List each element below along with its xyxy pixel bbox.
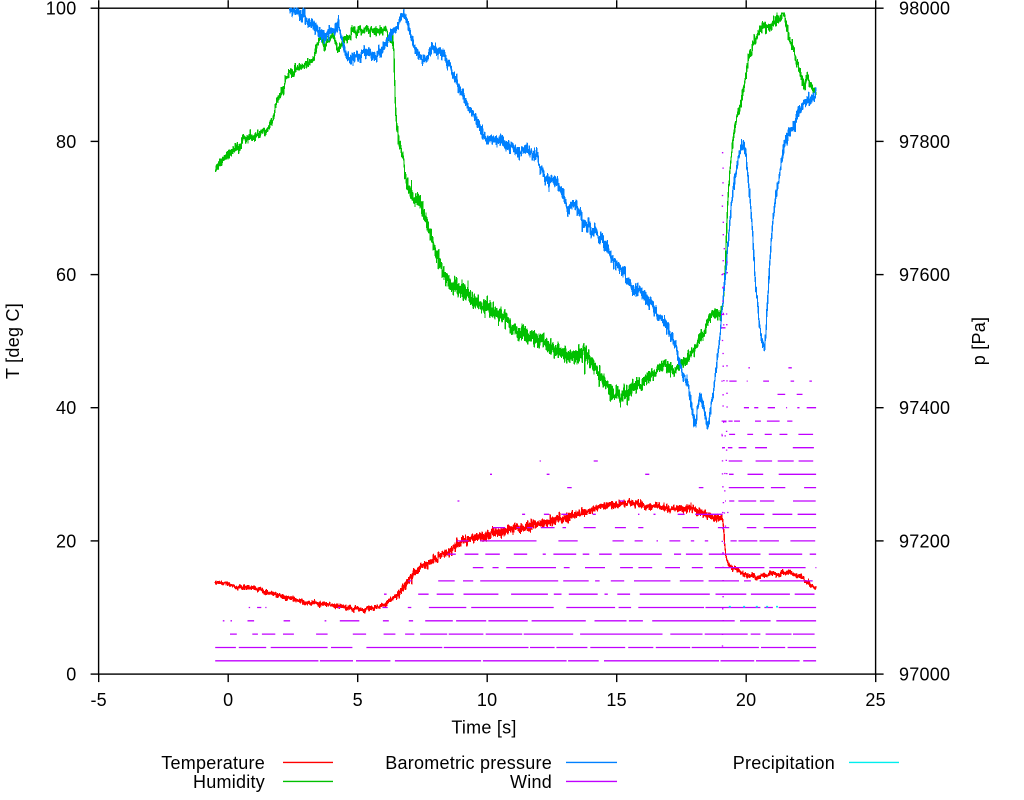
svg-text:20: 20 [736, 690, 757, 710]
svg-text:0: 0 [223, 690, 233, 710]
svg-text:Precipitation: Precipitation [733, 753, 835, 773]
svg-text:Wind: Wind [510, 772, 552, 792]
svg-text:Humidity: Humidity [193, 772, 265, 792]
svg-text:97000: 97000 [899, 665, 950, 685]
svg-text:97800: 97800 [899, 132, 950, 152]
svg-text:80: 80 [56, 132, 77, 152]
svg-text:10: 10 [477, 690, 498, 710]
svg-text:5: 5 [353, 690, 363, 710]
svg-text:Barometric pressure: Barometric pressure [385, 753, 552, 773]
svg-text:20: 20 [56, 531, 77, 551]
svg-text:-5: -5 [90, 690, 107, 710]
svg-text:97400: 97400 [899, 398, 950, 418]
svg-text:Time [s]: Time [s] [451, 718, 516, 738]
svg-text:97600: 97600 [899, 265, 950, 285]
svg-text:60: 60 [56, 265, 77, 285]
svg-text:15: 15 [606, 690, 627, 710]
svg-text:98000: 98000 [899, 0, 950, 19]
svg-text:40: 40 [56, 398, 77, 418]
svg-text:p [Pa]: p [Pa] [969, 317, 989, 366]
svg-text:97200: 97200 [899, 531, 950, 551]
svg-text:25: 25 [865, 690, 886, 710]
svg-text:T [deg C]: T [deg C] [3, 303, 23, 379]
svg-text:100: 100 [46, 0, 77, 19]
svg-text:Temperature: Temperature [161, 753, 265, 773]
svg-text:0: 0 [66, 665, 76, 685]
